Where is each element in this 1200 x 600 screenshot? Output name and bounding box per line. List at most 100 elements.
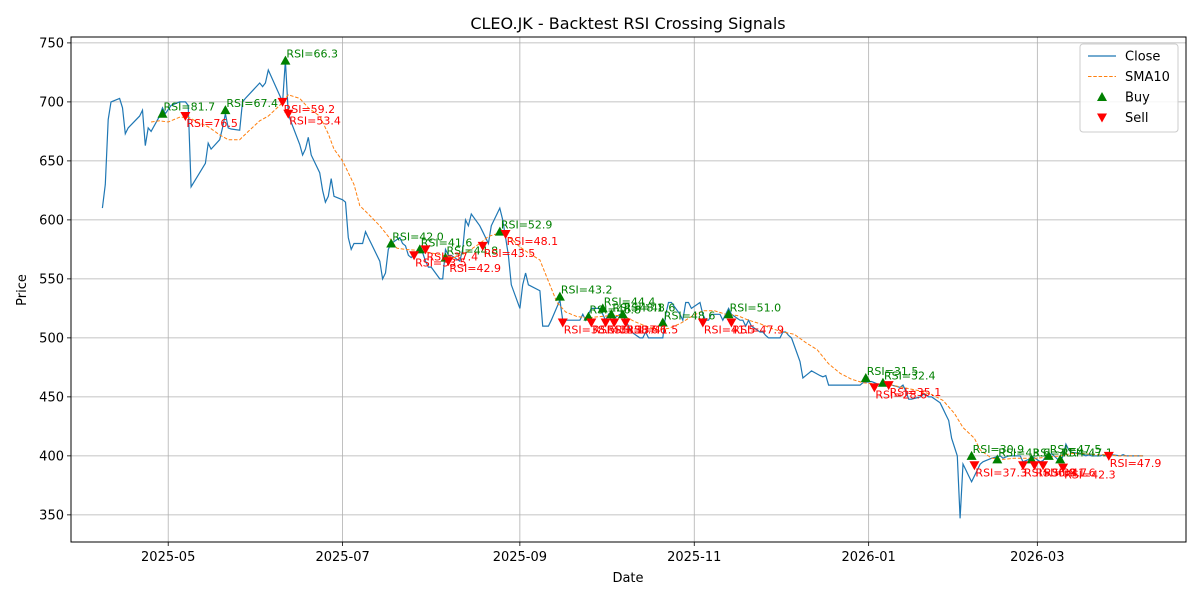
y-tick-label: 700 bbox=[39, 95, 64, 110]
y-tick-label: 600 bbox=[39, 213, 64, 228]
sell-signal-marker bbox=[1058, 463, 1069, 473]
plot-frame bbox=[70, 36, 1187, 543]
sell-signal-label: RSI=76.5 bbox=[186, 117, 238, 130]
buy-signal-marker bbox=[1026, 454, 1037, 464]
sell-signal-marker bbox=[1029, 461, 1040, 471]
sell-signal-marker bbox=[557, 318, 568, 328]
legend-label-sell: Sell bbox=[1125, 111, 1148, 126]
buy-signal-marker bbox=[606, 309, 617, 319]
x-tick-label: 2025-09 bbox=[493, 550, 547, 565]
y-tick-label: 350 bbox=[39, 508, 64, 523]
buy-signal-marker bbox=[220, 105, 231, 115]
sell-signal-label: RSI=33.5 bbox=[415, 256, 467, 269]
buy-signal-marker bbox=[877, 377, 888, 387]
sell-signal-label: RSI=38.7 bbox=[1035, 466, 1087, 479]
sell-signal-label: RSI=38.6 bbox=[607, 324, 659, 337]
sell-signal-label: RSI=43.5 bbox=[484, 247, 536, 260]
sell-signal-label: RSI=42.3 bbox=[1064, 469, 1116, 482]
buy-signal-label: RSI=44.8 bbox=[447, 245, 499, 258]
buy-signal-marker bbox=[554, 291, 565, 301]
grid-lines bbox=[71, 37, 1186, 542]
buy-signal-label: RSI=41.4 bbox=[1033, 446, 1085, 459]
legend-box bbox=[1079, 43, 1179, 133]
sell-signal-label: RSI=38.5 bbox=[564, 324, 616, 337]
sell-signal-label: RSI=48.1 bbox=[507, 235, 559, 248]
x-tick-label: 2026-01 bbox=[841, 550, 895, 565]
sell-signal-marker bbox=[477, 241, 488, 251]
buy-signal-label: RSI=48.1 bbox=[612, 301, 664, 314]
sell-signal-marker bbox=[500, 230, 511, 240]
sell-signal-label: RSI=41.5 bbox=[627, 324, 679, 337]
y-tick-label: 500 bbox=[39, 331, 64, 346]
chart-title: CLEO.JK - Backtest RSI Crossing Signals bbox=[470, 14, 785, 33]
sell-signal-label: RSI=53.4 bbox=[289, 115, 341, 128]
y-axis-title: Price bbox=[15, 274, 30, 306]
buy-signal-marker bbox=[723, 309, 734, 319]
legend-sell-swatch bbox=[1097, 113, 1107, 123]
y-tick-label: 400 bbox=[39, 449, 64, 464]
buy-signal-marker bbox=[657, 317, 668, 327]
sell-signal-marker bbox=[586, 318, 597, 328]
buy-signal-label: RSI=51.0 bbox=[730, 301, 782, 314]
buy-signal-marker bbox=[1055, 454, 1066, 464]
sell-signal-marker bbox=[620, 318, 631, 328]
sell-signal-marker bbox=[283, 109, 294, 119]
buy-signal-label: RSI=30.9 bbox=[973, 443, 1025, 456]
legend-label-close: Close bbox=[1125, 50, 1160, 65]
buy-signal-marker bbox=[966, 450, 977, 460]
buy-signal-label: RSI=41.6 bbox=[421, 236, 473, 249]
buy-signal-marker bbox=[597, 303, 608, 313]
buy-signal-label: RSI=52.9 bbox=[501, 219, 553, 232]
buy-signal-label: RSI=31.5 bbox=[867, 365, 919, 378]
sell-signal-label: RSI=37.3 bbox=[975, 466, 1027, 479]
buy-signal-label: RSI=66.3 bbox=[286, 48, 338, 61]
x-tick-label: 2026-03 bbox=[1010, 550, 1064, 565]
sell-signal-marker bbox=[420, 245, 431, 255]
close-price-line bbox=[101, 60, 1144, 519]
sell-signal-marker bbox=[443, 257, 454, 267]
sell-signal-marker bbox=[726, 318, 737, 328]
x-tick-label: 2025-05 bbox=[141, 550, 195, 565]
buy-signal-marker bbox=[617, 309, 628, 319]
sell-signal-marker bbox=[869, 383, 880, 393]
buy-signal-label: RSI=42.0 bbox=[392, 230, 444, 243]
sell-signal-label: RSI=47.9 bbox=[1110, 457, 1162, 470]
buy-signal-label: RSI=32.4 bbox=[884, 370, 936, 383]
sell-signal-marker bbox=[600, 318, 611, 328]
legend: Close SMA10 Buy Sell bbox=[1079, 43, 1179, 133]
buy-signal-marker bbox=[414, 244, 425, 254]
buy-signal-label: RSI=67.4 bbox=[226, 97, 278, 110]
buy-signal-label: RSI=43.2 bbox=[561, 284, 613, 297]
sell-signal-marker bbox=[409, 251, 420, 261]
sell-signal-marker bbox=[969, 461, 980, 471]
buy-signal-label: RSI=47.1 bbox=[1061, 446, 1113, 459]
sell-signal-label: RSI=59.2 bbox=[284, 103, 336, 116]
sell-signal-marker bbox=[883, 381, 894, 391]
sell-signal-marker bbox=[697, 318, 708, 328]
buy-signal-marker bbox=[860, 372, 871, 382]
buy-signal-marker bbox=[583, 311, 594, 321]
x-axis-title: Date bbox=[612, 571, 643, 586]
buy-signal-label: RSI=81.7 bbox=[163, 101, 215, 114]
sell-signal-marker bbox=[1018, 461, 1029, 471]
y-tick-label: 650 bbox=[39, 154, 64, 169]
sell-signal-marker bbox=[609, 318, 620, 328]
sell-signal-marker bbox=[1103, 451, 1114, 461]
sell-signal-label: RSI=41.5 bbox=[704, 324, 756, 337]
y-tick-label: 450 bbox=[39, 390, 64, 405]
sell-signal-label: RSI=47.9 bbox=[732, 324, 784, 337]
legend-buy-swatch bbox=[1097, 92, 1107, 101]
y-tick-label: 750 bbox=[39, 36, 64, 51]
y-tick-label: 550 bbox=[39, 272, 64, 287]
sell-signal-label: RSI=41.6 bbox=[1044, 466, 1096, 479]
buy-signal-label: RSI=47.5 bbox=[1050, 443, 1102, 456]
sell-signal-marker bbox=[1038, 461, 1049, 471]
sell-signal-label: RSI=37.6 bbox=[615, 324, 667, 337]
sell-signal-label: RSI=28.6 bbox=[875, 388, 927, 401]
sell-signal-label: RSI=35.1 bbox=[890, 386, 942, 399]
legend-label-sma: SMA10 bbox=[1125, 70, 1170, 85]
axis-ticks: 2025-05 2025-07 2025-09 2025-11 2026-01 2026-… bbox=[39, 36, 1064, 565]
